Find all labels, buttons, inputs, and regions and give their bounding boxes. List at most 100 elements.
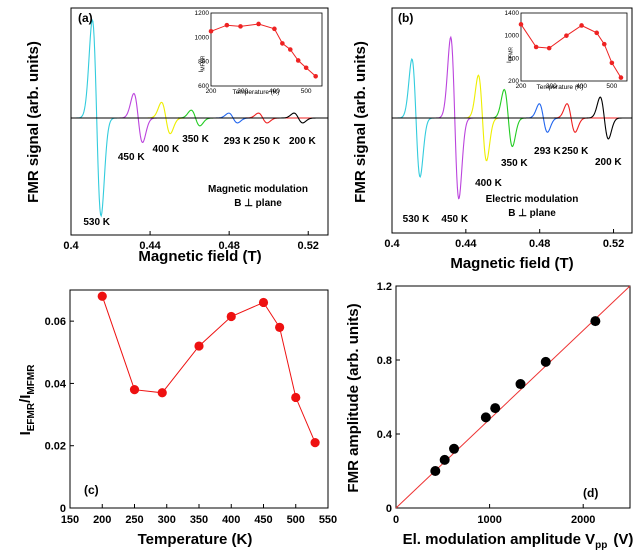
inset-point — [272, 26, 277, 32]
inset-point — [564, 33, 569, 38]
inset-x-tick-label: 400 — [576, 83, 587, 90]
inset-y-tick-label: 600 — [198, 83, 209, 90]
amplitude-point — [515, 379, 526, 390]
inset-y-tick-label: 600 — [508, 55, 519, 62]
ratio-point — [129, 385, 140, 395]
ratio-point — [194, 341, 204, 351]
inset-point — [280, 41, 285, 46]
inset-y-tick-label: 1200 — [195, 10, 210, 17]
x-tick-label: 350 — [190, 514, 208, 526]
series-label: 293 K — [534, 146, 561, 157]
panel-c-ticks: 150 200 250 300 350 400 450 500 550 0 0.02 0.04 0.06 — [45, 316, 338, 526]
x-tick-label: 0.48 — [529, 238, 550, 250]
inset-x-tick-label: 300 — [546, 83, 557, 90]
panel-b-annotation-1: Electric modulation — [486, 194, 579, 205]
x-tick-label: 0.52 — [603, 238, 624, 250]
panel-b-inset-ylabel: IEFMR — [506, 47, 515, 63]
series-label: 450 K — [118, 152, 145, 163]
x-tick-label: 0 — [393, 514, 399, 526]
inset-point — [295, 58, 301, 63]
panel-b-inset-xlabel: Temperature (K) — [537, 84, 584, 91]
panel-c-data — [97, 291, 320, 448]
series-label: 530 K — [83, 217, 110, 228]
inset-point — [256, 21, 261, 27]
panel-b-series-labels: 530 K 450 K 400 K 350 K 293 K 250 K 200 K — [403, 146, 623, 225]
ratio-point — [310, 438, 320, 448]
inset-frame — [520, 12, 628, 82]
amplitude-point — [430, 466, 441, 476]
x-tick-label: 0.4 — [384, 238, 400, 250]
ratio-point — [97, 291, 107, 301]
inset-y-tick-label: 1000 — [195, 34, 210, 41]
inset-point — [303, 65, 309, 71]
ratio-point — [226, 311, 236, 322]
inset-point — [533, 44, 539, 50]
x-tick-label: 200 — [93, 514, 111, 526]
panel-b: 0.4 0.44 0.48 0.52 530 K 450 K 400 K 350 K 293 … — [352, 7, 633, 272]
amplitude-point — [439, 454, 450, 465]
x-tick-label: 0.48 — [218, 240, 239, 252]
series-label: 450 K — [441, 214, 468, 225]
series-label: 250 K — [253, 136, 280, 147]
inset-point — [618, 75, 624, 80]
panel-c-axes-frame — [69, 289, 329, 509]
inset-point — [208, 28, 214, 34]
panel-a-axes-frame — [70, 7, 329, 236]
series-label: 250 K — [562, 146, 589, 157]
y-tick-label: 0.4 — [377, 429, 393, 441]
inset-point — [287, 47, 293, 52]
panel-a-annotation-2: B ⊥ plane — [234, 198, 282, 209]
x-tick-label: 1000 — [477, 514, 501, 526]
x-tick-label: 2000 — [571, 514, 595, 526]
panel-b-ticks: 0.4 0.44 0.48 0.52 — [384, 229, 624, 250]
ratio-point — [258, 297, 269, 308]
ratio-point — [157, 388, 167, 398]
x-tick-label: 400 — [222, 514, 240, 526]
x-tick-label: 250 — [125, 514, 143, 526]
amplitude-point — [480, 412, 491, 423]
inset-point — [594, 30, 600, 36]
inset-point — [609, 60, 615, 66]
panel-d-ticks: 0 1000 2000 0 0.4 0.8 1.2 — [377, 281, 596, 526]
panel-a-lines — [71, 18, 328, 218]
amplitude-point — [449, 443, 460, 454]
y-tick-label: 1.2 — [377, 281, 392, 293]
inset-point — [224, 22, 230, 28]
inset-x-tick-label: 300 — [237, 88, 248, 95]
x-tick-label: 0.52 — [298, 240, 319, 252]
inset-frame — [210, 12, 323, 87]
inset-point — [579, 23, 584, 28]
inset-point — [601, 41, 607, 47]
inset-point — [546, 45, 552, 51]
panel-c-ylabel: IEFMR/IMFMR — [17, 364, 37, 436]
panel-a-label: (a) — [78, 11, 93, 25]
panel-c-label: (c) — [84, 483, 99, 497]
ratio-line — [101, 296, 316, 443]
inset-y-tick-label: 200 — [508, 78, 519, 85]
inset-x-tick-label: 200 — [206, 88, 217, 95]
inset-line — [210, 23, 317, 77]
series-label: 530 K — [403, 214, 430, 225]
y-tick-label: 0 — [60, 503, 66, 515]
panel-a-xlabel: Magnetic field (T) — [138, 248, 261, 265]
amplitude-point — [590, 316, 601, 327]
panel-b-xlabel: Magnetic field (T) — [450, 255, 573, 272]
series-label: 350 K — [182, 134, 209, 145]
ratio-point — [291, 392, 301, 403]
amplitude-point — [490, 403, 501, 414]
inset-y-tick-label: 1000 — [505, 33, 520, 40]
ratio-point — [275, 322, 285, 332]
panel-b-annotation-2: B ⊥ plane — [508, 208, 556, 219]
panel-a-inset: 200 300 400 500 600 800 1000 1200 — [195, 10, 323, 95]
y-tick-label: 0.02 — [45, 441, 66, 453]
series-label: 350 K — [501, 158, 528, 169]
inset-point — [238, 24, 243, 29]
y-tick-label: 0.06 — [45, 316, 66, 328]
panel-a-ylabel: FMR signal (arb. units) — [25, 41, 42, 203]
x-tick-label: 500 — [287, 514, 305, 526]
panel-a-inset-ylabel: IMFMR — [198, 55, 207, 72]
amplitude-point — [540, 356, 551, 367]
